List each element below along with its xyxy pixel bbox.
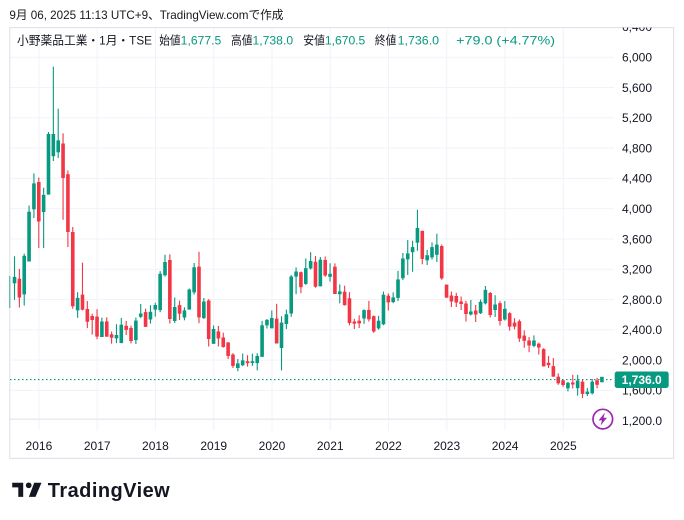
svg-text:3,200: 3,200 xyxy=(622,263,652,277)
svg-text:2016: 2016 xyxy=(26,439,53,453)
svg-text:1,738.0: 1,738.0 xyxy=(253,33,294,47)
svg-text:2023: 2023 xyxy=(433,439,460,453)
svg-text:3,600: 3,600 xyxy=(622,232,652,246)
svg-text:2025: 2025 xyxy=(550,439,577,453)
svg-text:2,000.0: 2,000.0 xyxy=(622,353,662,367)
svg-text:1,200.0: 1,200.0 xyxy=(622,414,662,428)
svg-text:4,400: 4,400 xyxy=(622,172,652,186)
svg-text:安値: 安値 xyxy=(303,32,325,47)
svg-text:2022: 2022 xyxy=(375,439,402,453)
svg-text:TradingView: TradingView xyxy=(48,480,170,502)
svg-text:2018: 2018 xyxy=(142,439,169,453)
svg-text:2,800.0: 2,800.0 xyxy=(622,293,662,307)
svg-text:4,000: 4,000 xyxy=(622,202,652,216)
svg-text:1,736.0: 1,736.0 xyxy=(398,33,440,47)
svg-text:9月 06, 2025 11:13 UTC+9、Tradin: 9月 06, 2025 11:13 UTC+9、TradingView.comで… xyxy=(9,8,283,22)
svg-text:4,800: 4,800 xyxy=(622,141,652,155)
svg-text:6,400: 6,400 xyxy=(622,20,652,34)
svg-text:始値: 始値 xyxy=(159,32,181,47)
svg-text:2024: 2024 xyxy=(492,439,519,453)
svg-text:2,400.0: 2,400.0 xyxy=(622,323,662,337)
svg-text:2017: 2017 xyxy=(84,439,111,453)
svg-text:1,677.5: 1,677.5 xyxy=(181,33,222,47)
svg-text:終値: 終値 xyxy=(375,32,397,47)
svg-text:2020: 2020 xyxy=(259,439,286,453)
svg-text:2021: 2021 xyxy=(317,439,344,453)
svg-text:6,000: 6,000 xyxy=(622,51,652,65)
svg-text:+79.0 (+4.77%): +79.0 (+4.77%) xyxy=(456,33,555,47)
svg-text:5,200: 5,200 xyxy=(622,111,652,125)
svg-text:1,670.5: 1,670.5 xyxy=(325,33,366,47)
svg-text:5,600: 5,600 xyxy=(622,81,652,95)
svg-text:1,736.0: 1,736.0 xyxy=(622,373,662,387)
svg-text:小野薬品工業・1月・TSE: 小野薬品工業・1月・TSE xyxy=(17,33,152,47)
svg-text:高値: 高値 xyxy=(231,32,253,47)
svg-text:2019: 2019 xyxy=(200,439,227,453)
